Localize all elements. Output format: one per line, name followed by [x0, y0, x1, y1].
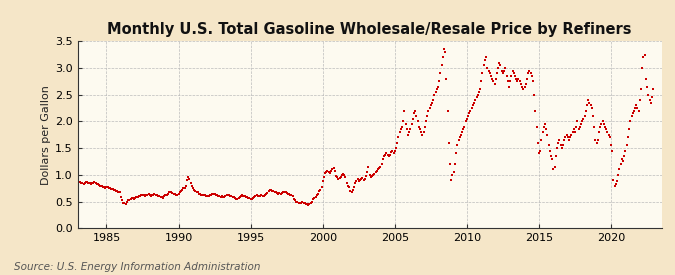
- Title: Monthly U.S. Total Gasoline Wholesale/Resale Price by Refiners: Monthly U.S. Total Gasoline Wholesale/Re…: [107, 22, 632, 37]
- Text: Source: U.S. Energy Information Administration: Source: U.S. Energy Information Administ…: [14, 262, 260, 272]
- Y-axis label: Dollars per Gallon: Dollars per Gallon: [41, 85, 51, 185]
